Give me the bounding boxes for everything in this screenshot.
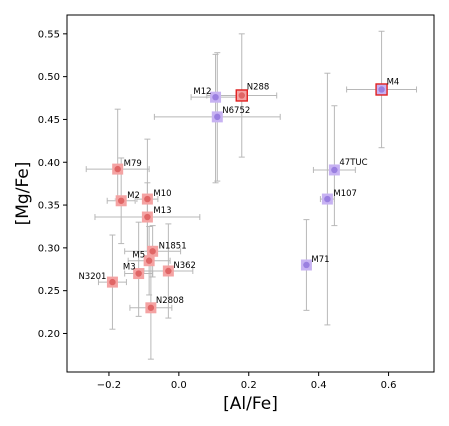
point-label: N288 — [247, 82, 270, 92]
point-label: M10 — [153, 189, 171, 199]
point-marker-dot — [109, 279, 115, 285]
point-marker-dot — [146, 258, 152, 264]
point-label: M107 — [333, 189, 357, 199]
y-tick-label: 0.20 — [38, 329, 60, 340]
point-marker-dot — [144, 196, 150, 202]
x-tick-label: 0.0 — [171, 380, 187, 391]
x-axis-ticks: −0.2 0.0 0.2 0.4 0.6 — [97, 372, 397, 391]
y-tick-label: 0.35 — [38, 201, 60, 212]
point-marker-dot — [149, 248, 155, 254]
point-label: M71 — [311, 255, 329, 265]
point-label: M5 — [132, 251, 145, 261]
point-label: M12 — [193, 87, 211, 97]
y-tick-label: 0.50 — [38, 72, 60, 83]
plot-area — [67, 15, 434, 372]
y-tick-label: 0.55 — [38, 29, 60, 40]
point-marker-dot — [148, 305, 154, 311]
y-tick-label: 0.45 — [38, 115, 60, 126]
point-label: M79 — [124, 159, 142, 169]
x-axis-title: [Al/Fe] — [223, 394, 278, 414]
y-axis-title: [Mg/Fe] — [13, 162, 33, 226]
point-marker-dot — [118, 198, 124, 204]
point-marker-dot — [214, 114, 220, 120]
y-tick-label: 0.25 — [38, 286, 60, 297]
point-label: N6752 — [222, 106, 250, 116]
point-label: M4 — [387, 77, 400, 87]
x-tick-label: 0.6 — [381, 380, 397, 391]
point-label: N1851 — [159, 241, 187, 251]
point-label: M3 — [123, 263, 136, 273]
point-marker-dot — [135, 270, 141, 276]
point-marker-dot — [114, 166, 120, 172]
y-axis-ticks: 0.20 0.25 0.30 0.35 0.40 0.45 0.50 0.55 — [38, 29, 67, 340]
point-label: N3201 — [78, 272, 106, 282]
point-label: M2 — [127, 191, 140, 201]
point-marker-dot — [303, 262, 309, 268]
y-tick-label: 0.30 — [38, 243, 60, 254]
point-label: N362 — [173, 261, 196, 271]
y-tick-label: 0.40 — [38, 158, 60, 169]
point-marker-dot — [324, 196, 330, 202]
x-tick-label: 0.4 — [311, 380, 327, 391]
x-tick-label: 0.2 — [241, 380, 257, 391]
point-marker-dot — [239, 92, 245, 98]
point-marker-dot — [378, 86, 384, 92]
point-label: 47TUC — [339, 158, 367, 168]
point-marker-dot — [212, 94, 218, 100]
point-label: N2808 — [156, 296, 184, 306]
point-marker-dot — [165, 268, 171, 274]
point-marker-dot — [331, 167, 337, 173]
point-marker-dot — [144, 214, 150, 220]
point-label: M13 — [153, 206, 171, 216]
x-tick-label: −0.2 — [97, 380, 121, 391]
